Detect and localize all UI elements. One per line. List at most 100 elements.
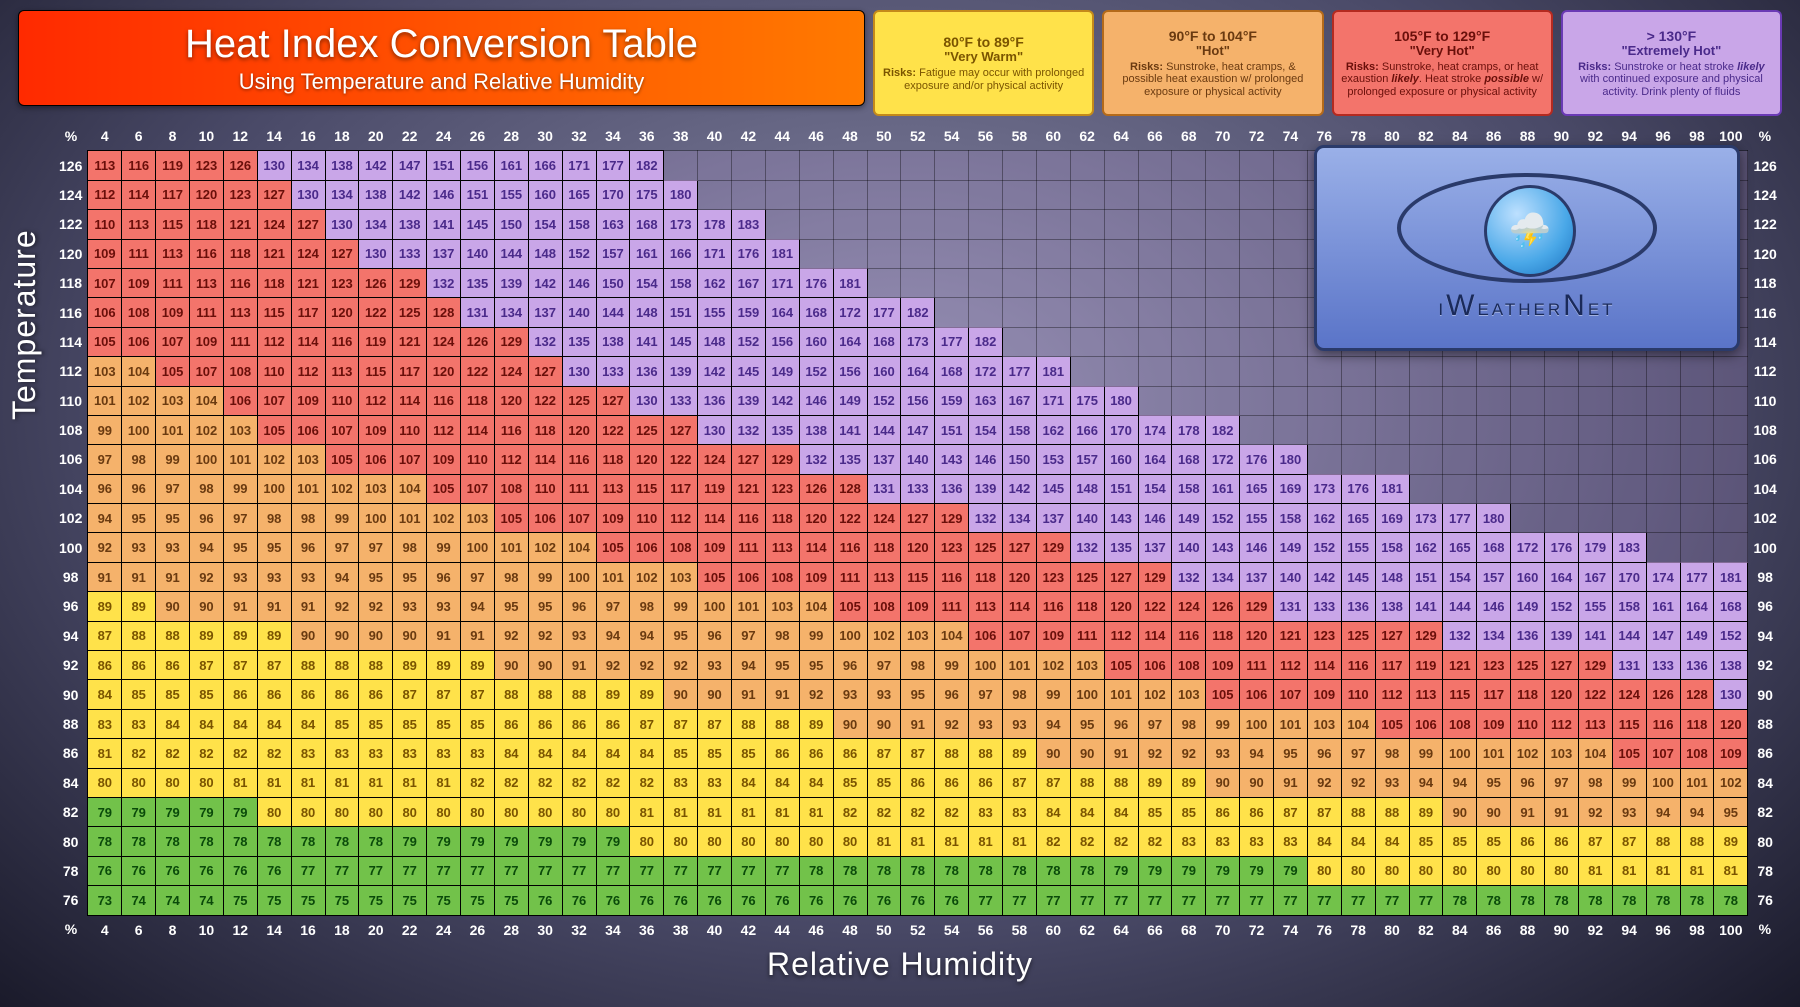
cell: 112 (257, 327, 291, 356)
cell: 100 (1240, 709, 1274, 738)
cell-empty (1206, 327, 1240, 356)
cell: 87 (664, 709, 698, 738)
cell: 127 (1104, 562, 1138, 591)
cell-empty (1646, 415, 1680, 444)
cell: 172 (1206, 445, 1240, 474)
cell: 76 (867, 886, 901, 915)
cell: 120 (799, 504, 833, 533)
cell: 78 (935, 856, 969, 885)
cell: 79 (427, 827, 461, 856)
cell: 81 (1612, 856, 1646, 885)
row-header: 112 (54, 357, 88, 386)
cell: 102 (528, 533, 562, 562)
row-header: 114 (1748, 327, 1782, 356)
cell: 112 (1375, 680, 1409, 709)
cell: 91 (1511, 797, 1545, 826)
cell: 161 (494, 151, 528, 180)
cell: 80 (1545, 856, 1579, 885)
cell-empty (1612, 474, 1646, 503)
col-header: 6 (122, 915, 156, 944)
cell: 88 (1070, 768, 1104, 797)
cell: 160 (1104, 445, 1138, 474)
row-header: 126 (1748, 151, 1782, 180)
cell: 78 (969, 856, 1003, 885)
row-header: 76 (54, 886, 88, 915)
cell: 81 (664, 797, 698, 826)
cell: 76 (156, 856, 190, 885)
cell: 135 (1104, 533, 1138, 562)
cell: 116 (122, 151, 156, 180)
col-header: 68 (1172, 915, 1206, 944)
cell: 103 (1172, 680, 1206, 709)
cell: 117 (1477, 680, 1511, 709)
cell: 130 (630, 386, 664, 415)
cell: 134 (1477, 621, 1511, 650)
cell: 76 (596, 886, 630, 915)
cell-empty (698, 151, 732, 180)
cell: 146 (799, 386, 833, 415)
col-header: 42 (732, 122, 766, 151)
cell: 85 (325, 709, 359, 738)
cell: 116 (935, 562, 969, 591)
cell: 106 (1240, 680, 1274, 709)
cell: 110 (393, 415, 427, 444)
col-header: 36 (630, 122, 664, 151)
cell-empty (1545, 504, 1579, 533)
cell: 91 (1545, 797, 1579, 826)
cell: 140 (1070, 504, 1104, 533)
cell: 154 (630, 268, 664, 297)
cell: 137 (427, 239, 461, 268)
row-header: 110 (1748, 386, 1782, 415)
cell: 120 (901, 533, 935, 562)
cell-empty (1680, 474, 1714, 503)
cell: 163 (969, 386, 1003, 415)
cell: 77 (630, 856, 664, 885)
cell: 78 (1003, 856, 1037, 885)
cell: 155 (494, 180, 528, 209)
cell: 86 (156, 651, 190, 680)
cell: 127 (596, 386, 630, 415)
cell: 181 (833, 268, 867, 297)
cell: 88 (494, 680, 528, 709)
cell: 85 (122, 680, 156, 709)
cell: 83 (664, 768, 698, 797)
cell: 91 (122, 562, 156, 591)
cell: 105 (1104, 651, 1138, 680)
cell: 129 (935, 504, 969, 533)
cell-empty (1138, 327, 1172, 356)
cell: 84 (562, 739, 596, 768)
cell-empty (1104, 268, 1138, 297)
cell: 145 (1036, 474, 1070, 503)
cell: 118 (1206, 621, 1240, 650)
cell: 165 (562, 180, 596, 209)
cell: 88 (359, 651, 393, 680)
cell-empty (1477, 386, 1511, 415)
cell: 168 (1714, 592, 1748, 621)
col-header: 20 (359, 915, 393, 944)
cell-empty (833, 210, 867, 239)
col-header: 24 (427, 122, 461, 151)
row-header: 116 (54, 298, 88, 327)
cell: 90 (190, 592, 224, 621)
col-header: 18 (325, 915, 359, 944)
cell: 116 (223, 268, 257, 297)
col-header: 16 (291, 122, 325, 151)
cell: 95 (1070, 709, 1104, 738)
cell: 100 (122, 415, 156, 444)
cell: 149 (1274, 533, 1308, 562)
cell: 112 (494, 445, 528, 474)
cell: 94 (1443, 768, 1477, 797)
brand-logo: ⛈️ iWeatherNet (1314, 145, 1740, 351)
cell: 103 (291, 445, 325, 474)
cell: 107 (393, 445, 427, 474)
col-header: 36 (630, 915, 664, 944)
cell: 120 (562, 415, 596, 444)
col-header: 50 (867, 122, 901, 151)
col-header: 28 (494, 915, 528, 944)
col-header: 4 (88, 915, 122, 944)
row-header: 118 (54, 268, 88, 297)
cell-empty (935, 210, 969, 239)
cell: 76 (528, 886, 562, 915)
cell: 110 (88, 210, 122, 239)
row-header: 94 (54, 621, 88, 650)
